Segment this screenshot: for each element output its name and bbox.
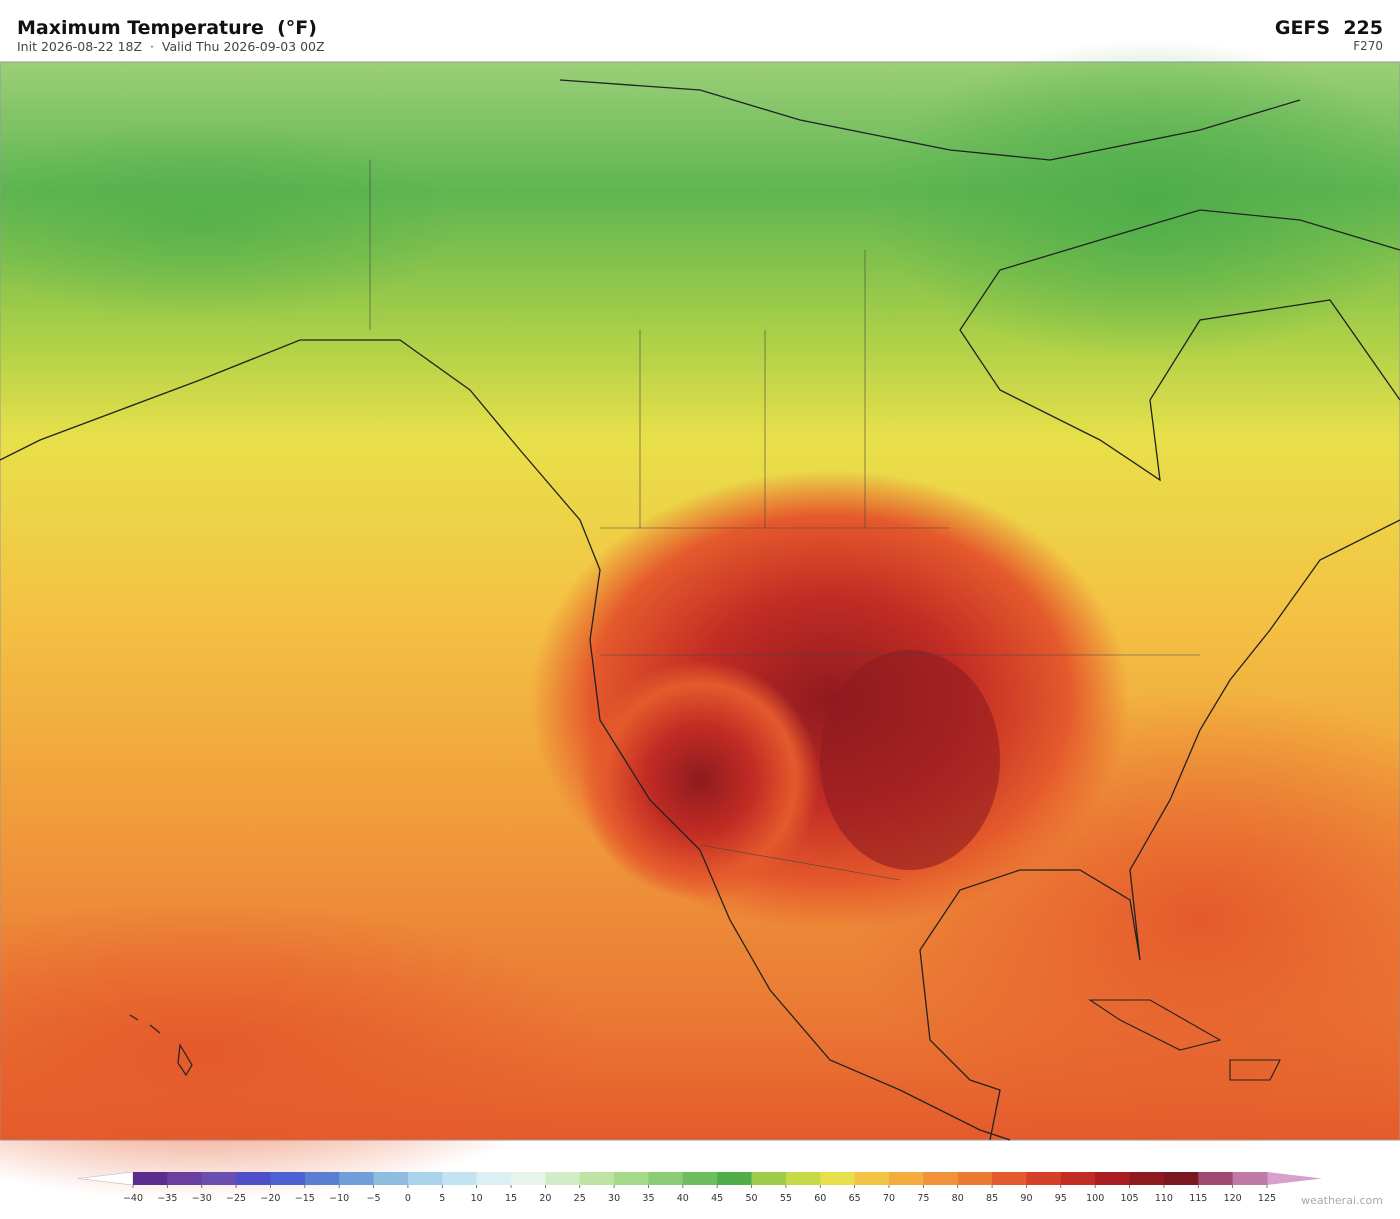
colorbar-segment (1026, 1172, 1062, 1185)
colorbar-tick-label: 110 (1155, 1193, 1173, 1204)
colorbar-segment (579, 1172, 615, 1185)
colorbar-segment (270, 1172, 306, 1185)
colorbar-segment (682, 1172, 718, 1185)
colorbar-segment (133, 1172, 168, 1185)
colorbar-tick-label: −5 (367, 1193, 381, 1204)
subtitle: Init 2026-08-22 18Z · Valid Thu 2026-09-… (17, 39, 325, 54)
colorbar-tick-label: 60 (814, 1193, 826, 1204)
colorbar-segment (717, 1172, 753, 1185)
colorbar-segment (304, 1172, 340, 1185)
colorbar-segment (1198, 1172, 1234, 1185)
colorbar-tick-label: 40 (677, 1193, 689, 1204)
colorbar-segment (648, 1172, 684, 1185)
colorbar-tick-label: 15 (505, 1193, 517, 1204)
colorbar-tick-label: 105 (1120, 1193, 1138, 1204)
colorbar-tick-label: 95 (1055, 1193, 1067, 1204)
colorbar-tick-label: −40 (123, 1193, 143, 1204)
colorbar-segment (889, 1172, 924, 1185)
colorbar-tick-label: −15 (295, 1193, 315, 1204)
colorbar-segment (751, 1172, 787, 1185)
colorbar-segment (785, 1172, 821, 1185)
colorbar-segment (614, 1172, 649, 1185)
colorbar-segment (957, 1172, 993, 1185)
colorbar-tick-label: 5 (439, 1193, 445, 1204)
colorbar: −40 −35 −30 −25 −20 −15 −10 −5 0 5 10 15 20 25 30 35 40 4… (77, 1171, 1322, 1204)
colorbar-tick-label: 10 (471, 1193, 483, 1204)
colorbar-tick-label: 55 (780, 1193, 792, 1204)
colorbar-tick-label: −20 (260, 1193, 280, 1204)
colorbar-tick-label: 65 (849, 1193, 861, 1204)
colorbar-over (1267, 1172, 1322, 1185)
colorbar-tick-label: −25 (226, 1193, 246, 1204)
colorbar-segment (511, 1172, 546, 1185)
colorbar-tick-label: 50 (745, 1193, 757, 1204)
colorbar-segment (339, 1172, 375, 1185)
colorbar-tick-label: 30 (608, 1193, 620, 1204)
colorbar-tick-label: 20 (539, 1193, 551, 1204)
colorbar-segment (407, 1172, 443, 1185)
colorbar-tick-label: 125 (1258, 1193, 1276, 1204)
colorbar-segment (373, 1172, 409, 1185)
colorbar-segment (992, 1172, 1027, 1185)
watermark: weatherai.com (1301, 1194, 1383, 1207)
colorbar-segment (476, 1172, 512, 1185)
colorbar-segment (442, 1172, 478, 1185)
colorbar-tick-label: 120 (1224, 1193, 1242, 1204)
model: GEFS 225 (1275, 17, 1383, 39)
colorbar-segment (201, 1172, 237, 1185)
map (0, 40, 1400, 1200)
colorbar-segment (1129, 1172, 1165, 1185)
colorbar-segment (820, 1172, 856, 1185)
colorbar-tick-label: 80 (952, 1193, 964, 1204)
forecast-hour: F270 (1353, 39, 1383, 53)
colorbar-segment (1232, 1172, 1268, 1185)
colorbar-tick-label: 0 (405, 1193, 411, 1204)
colorbar-tick-label: 90 (1020, 1193, 1032, 1204)
colorbar-segment (1095, 1172, 1131, 1185)
colorbar-tick-label: 115 (1189, 1193, 1207, 1204)
colorbar-tick-label: −30 (192, 1193, 212, 1204)
colorbar-segment (545, 1172, 581, 1185)
colorbar-segment (167, 1172, 203, 1185)
colorbar-segment (854, 1172, 890, 1185)
colorbar-segment (236, 1172, 271, 1185)
colorbar-segment (1060, 1172, 1096, 1185)
colorbar-tick-label: −35 (157, 1193, 177, 1204)
title: Maximum Temperature (°F) (17, 17, 317, 39)
colorbar-tick-label: 70 (883, 1193, 895, 1204)
colorbar-tick-label: 75 (917, 1193, 929, 1204)
colorbar-tick-label: 25 (574, 1193, 586, 1204)
colorbar-tick-label: 35 (642, 1193, 654, 1204)
colorbar-tick-label: 100 (1086, 1193, 1104, 1204)
colorbar-tick-label: 85 (986, 1193, 998, 1204)
colorbar-segment (923, 1172, 959, 1185)
colorbar-tick-label: −10 (329, 1193, 349, 1204)
colorbar-tick-label: 45 (711, 1193, 723, 1204)
colorbar-segment (1163, 1172, 1199, 1185)
